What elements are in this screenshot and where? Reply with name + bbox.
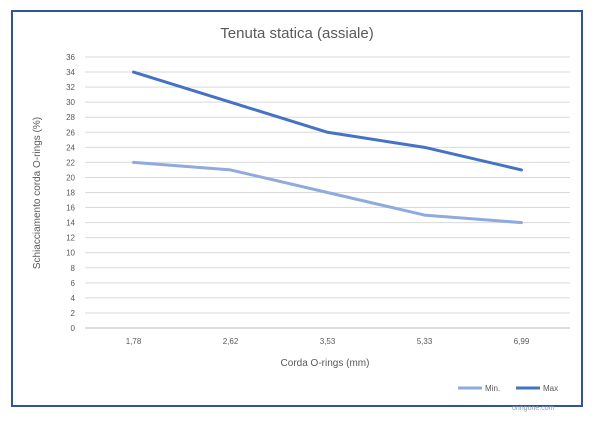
y-tick-label: 36 [66, 53, 75, 62]
x-axis-label: Corda O-rings (mm) [281, 358, 370, 369]
y-tick-label: 34 [66, 68, 75, 77]
y-tick-label: 22 [66, 158, 75, 167]
y-axis-label: Schiacciamento corda O-rings (%) [32, 117, 43, 269]
watermark: oringone.com [512, 405, 555, 412]
y-tick-label: 20 [66, 173, 75, 182]
y-tick-label: 2 [71, 309, 76, 318]
y-tick-label: 24 [66, 143, 75, 152]
x-tick-label: 5,33 [417, 337, 433, 346]
y-tick-label: 30 [66, 98, 75, 107]
x-tick-label: 2,62 [223, 337, 239, 346]
chart-title: Tenuta statica (assiale) [220, 25, 373, 42]
series-lines [132, 70, 523, 225]
y-tick-label: 12 [66, 234, 75, 243]
y-tick-label: 28 [66, 113, 75, 122]
x-axis-ticks: 1,78 2,62 3,53 5,33 6,99 [126, 337, 530, 346]
y-tick-label: 0 [71, 324, 76, 333]
series-line-min [132, 160, 523, 225]
y-tick-label: 14 [66, 219, 75, 228]
legend: Min. Max [458, 384, 558, 393]
x-tick-label: 1,78 [126, 337, 142, 346]
y-tick-label: 26 [66, 128, 75, 137]
series-line-max [132, 70, 523, 172]
x-tick-label: 6,99 [514, 337, 530, 346]
y-tick-label: 10 [66, 249, 75, 258]
legend-label: Min. [485, 384, 500, 393]
y-tick-label: 6 [71, 279, 76, 288]
y-tick-label: 8 [71, 264, 76, 273]
y-tick-label: 18 [66, 189, 75, 198]
legend-label: Max [543, 384, 558, 393]
y-tick-label: 32 [66, 83, 75, 92]
y-tick-label: 16 [66, 204, 75, 213]
chart-frame [11, 10, 583, 407]
x-tick-label: 3,53 [320, 337, 336, 346]
y-tick-label: 4 [71, 294, 76, 303]
